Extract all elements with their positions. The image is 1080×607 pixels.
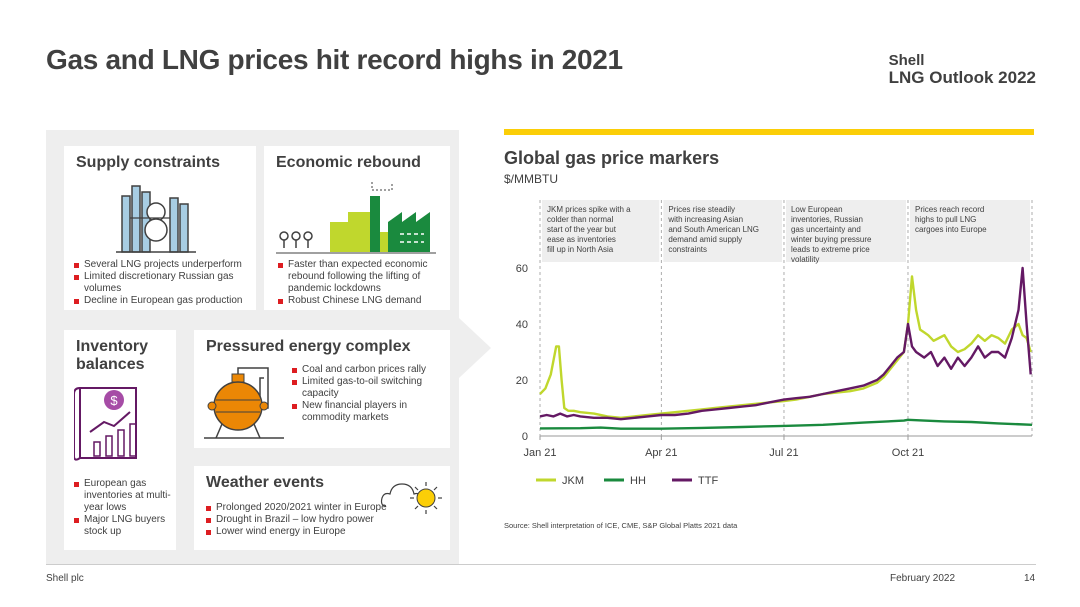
factory-icon [276,182,436,254]
brand-line-1: Shell [888,52,925,69]
list-item: Lower wind energy in Europe [206,526,446,538]
slide-title: Gas and LNG prices hit record highs in 2… [46,44,623,75]
list-item: Drought in Brazil – low hydro power [206,514,446,526]
inventory-heading: Inventory balances [76,338,149,373]
y-tick-label: 60 [516,263,528,275]
panel-arrow [459,318,491,378]
list-item: Limited discretionary Russian gas volume… [74,271,252,295]
economic-card: Economic rebound Faster than expected ec… [264,146,450,310]
energy-card: Pressured energy complex Coal and carbon… [194,330,450,448]
y-tick-label: 20 [516,375,528,387]
inventory-card: Inventory balances $ European gas invent… [64,330,176,550]
series-line-hh [539,418,1033,430]
list-item: Decline in European gas production [74,295,252,307]
storage-chart-icon: $ [74,387,137,461]
legend-label-hh: HH [630,475,646,487]
series-line-jkm [539,275,1032,420]
supply-card: Supply constraints Several LNG projects … [64,146,256,310]
energy-heading: Pressured energy complex [206,338,411,355]
chart-source: Source: Shell interpretation of ICE, CME… [504,521,738,530]
brand-logo: Shell LNG Outlook 2022 [889,52,1036,86]
x-tick-label: Jan 21 [523,447,556,459]
list-item: Faster than expected economic rebound fo… [278,259,448,295]
weather-heading: Weather events [206,474,324,491]
x-tick-label: Jul 21 [769,447,798,459]
list-item: New financial players in commodity marke… [292,400,442,424]
weather-bullets: Prolonged 2020/2021 winter in Europe Dro… [206,502,446,538]
y-tick-label: 40 [516,319,528,331]
annotation-text: Low European inventories, Russian gas unce… [790,205,872,264]
price-chart: JKM prices spike with a colder than norma… [516,200,1033,487]
energy-bullets: Coal and carbon prices rally Limited gas… [292,364,442,424]
list-item: Limited gas-to-oil switching capacity [292,376,442,400]
sun-cloud-icon [380,482,442,514]
annotation-text: Prices rise steadily with increasing Asia… [667,205,759,254]
list-item: Robust Chinese LNG demand [278,295,448,307]
inventory-bullets: European gas inventories at multi-year l… [74,478,174,538]
annotation-box [785,200,906,262]
page-number: 14 [1024,573,1036,584]
economic-bullets: Faster than expected economic rebound fo… [278,259,448,307]
x-tick-label: Oct 21 [892,447,924,459]
tank-icon [204,367,284,439]
list-item: Several LNG projects underperform [74,259,252,271]
annotation-box [909,200,1030,262]
list-item: Coal and carbon prices rally [292,364,442,376]
supply-bullets: Several LNG projects underperform Limite… [74,259,252,307]
x-tick-label: Apr 21 [645,447,677,459]
supply-heading: Supply constraints [76,154,221,171]
lng-plant-icon [116,185,196,253]
list-item: Prolonged 2020/2021 winter in Europe [206,502,446,514]
brand-line-2: LNG Outlook 2022 [888,68,1036,87]
footer-divider [46,564,1036,565]
list-item: Major LNG buyers stock up [74,514,174,538]
svg-text:$: $ [110,393,118,408]
weather-card: Weather events Prolonged 2020/2021 winte… [194,466,450,550]
list-item: European gas inventories at multi-year l… [74,478,174,514]
accent-bar [504,129,1034,135]
annotation-text: Prices reach record highs to pull LNG carg… [915,205,987,234]
annotation-box [542,200,660,262]
legend-label-jkm: JKM [562,475,584,487]
annotation-text: JKM prices spike with a colder than norma… [547,205,631,254]
footer-date: February 2022 [890,573,956,584]
economic-heading: Economic rebound [276,154,421,171]
annotation-box [663,200,782,262]
chart-title: Global gas price markers [504,148,720,168]
y-tick-label: 0 [522,431,528,443]
legend-label-ttf: TTF [698,475,718,487]
footer-company: Shell plc [46,573,84,584]
drivers-panel: Supply constraints Several LNG projects … [46,130,459,564]
series-line-ttf [539,266,1032,421]
chart-unit: $/MMBTU [504,172,558,186]
